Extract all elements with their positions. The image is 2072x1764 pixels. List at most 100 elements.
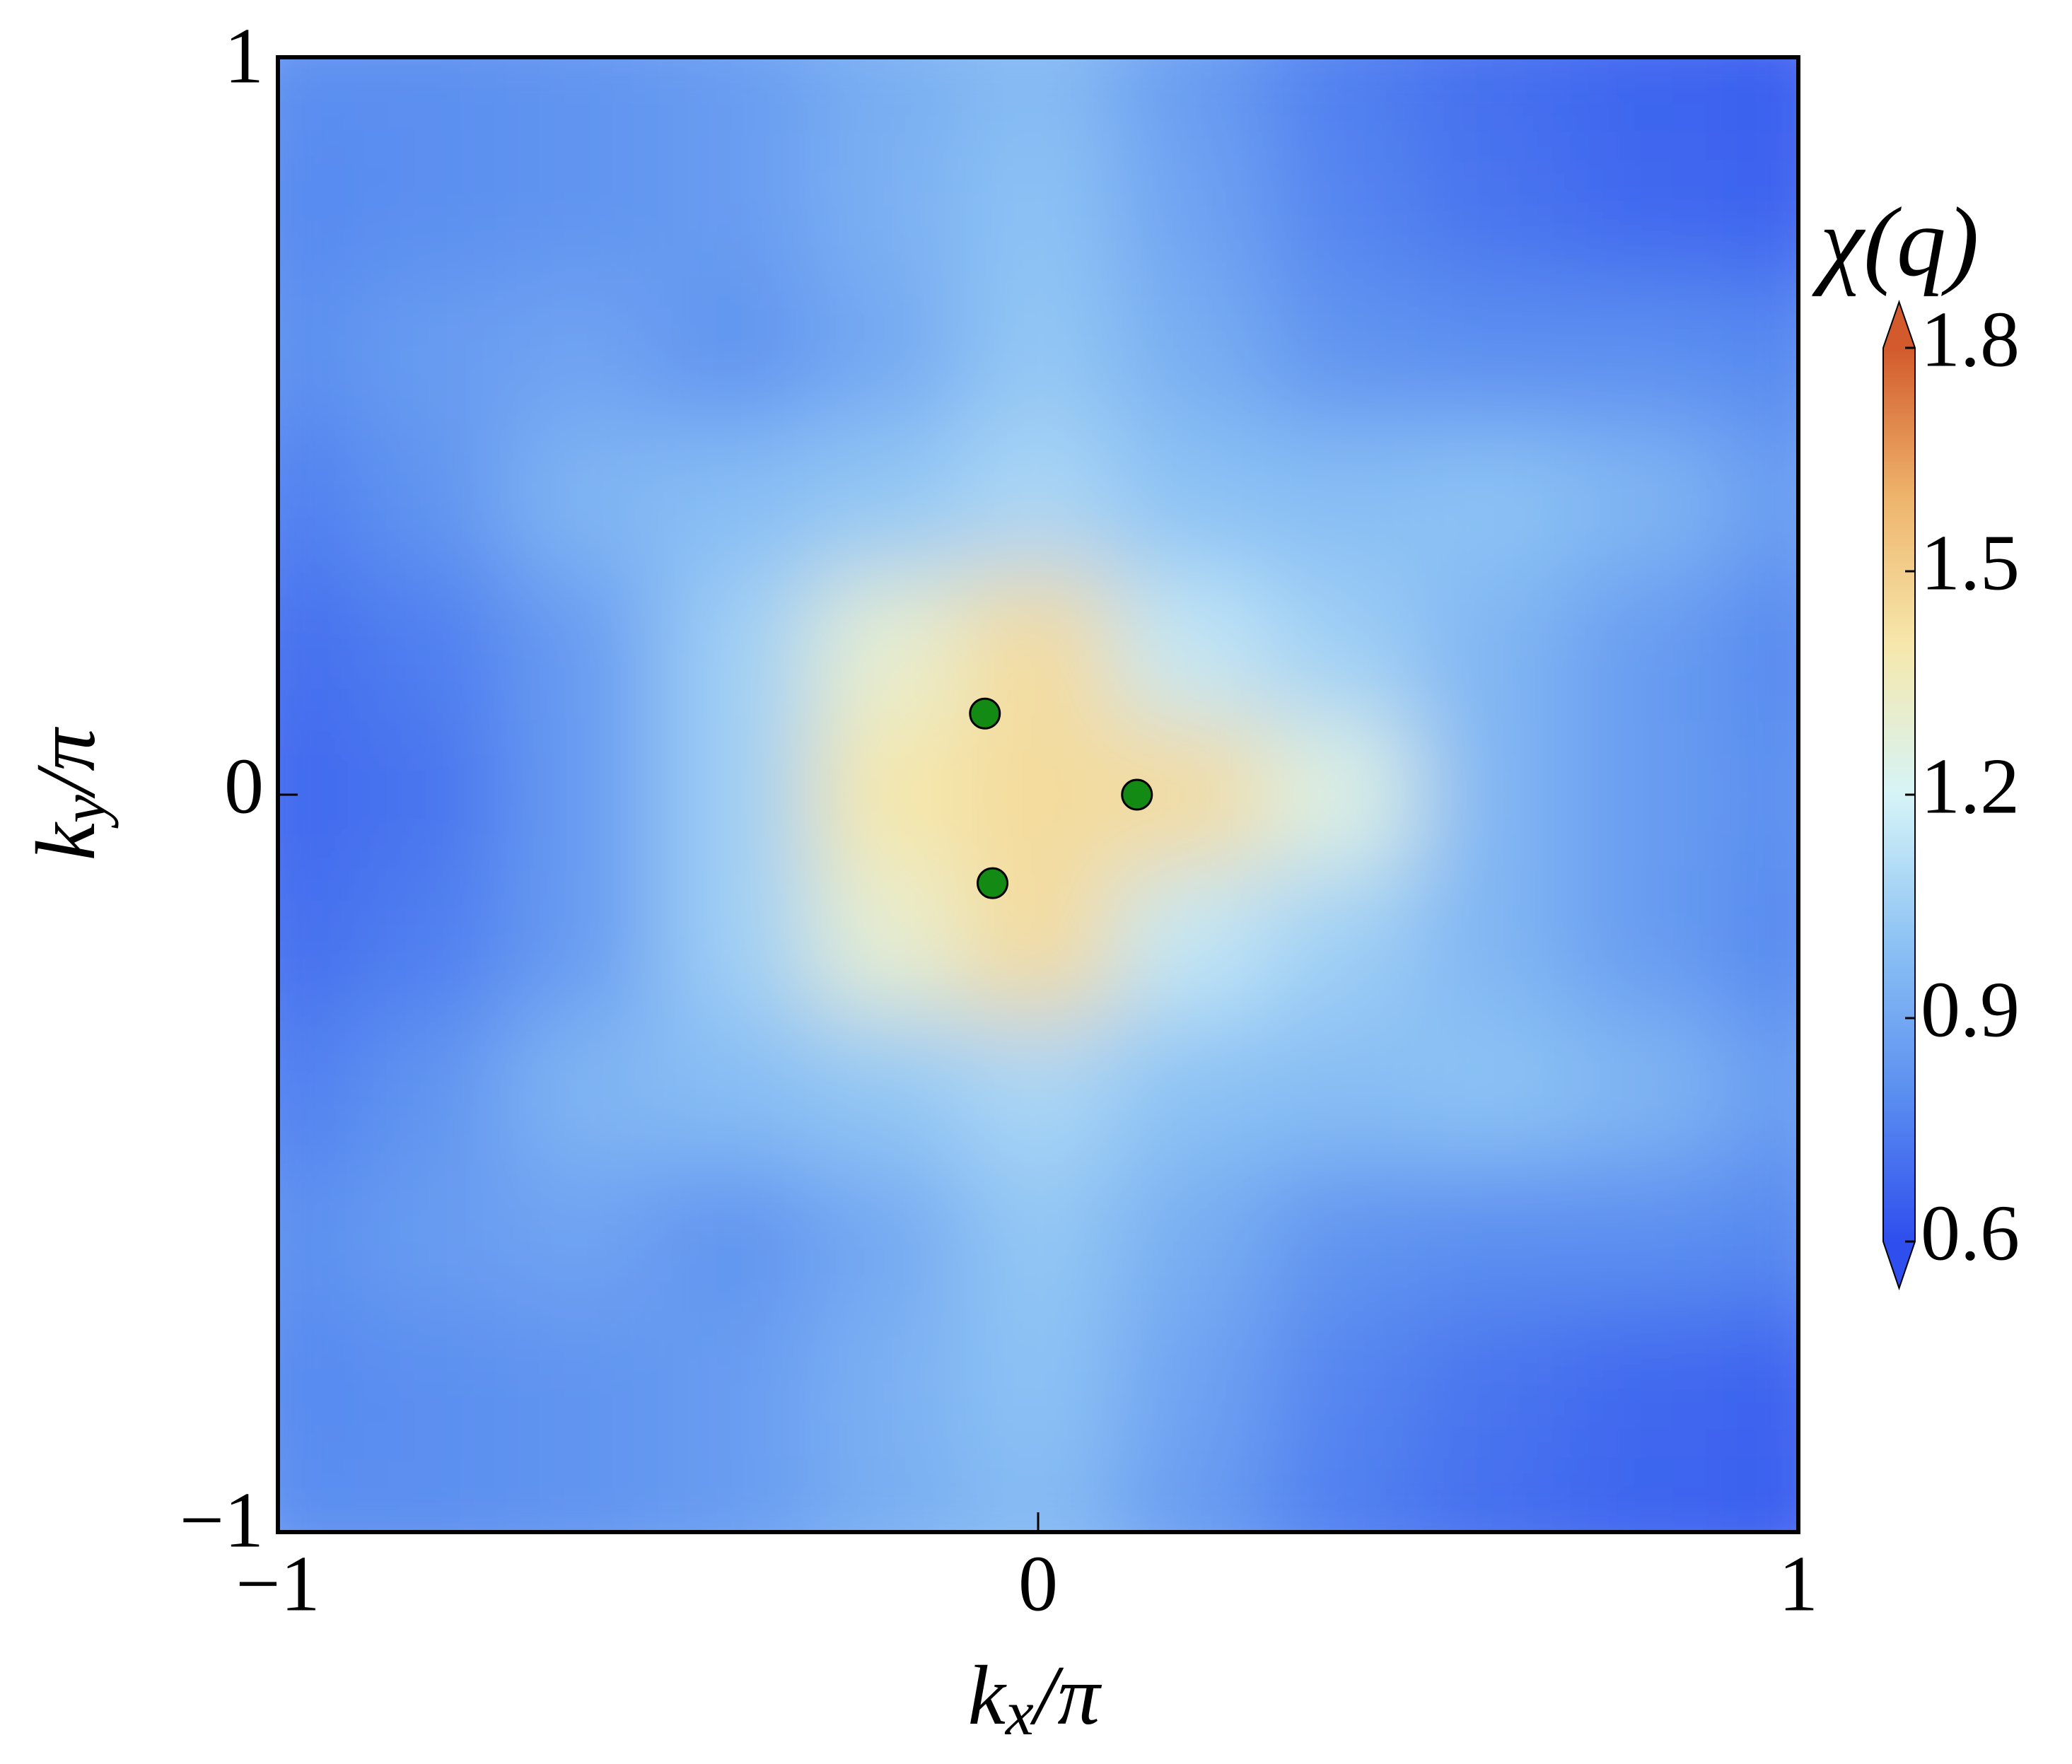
point (977, 867, 1008, 899)
x-tick-label: 1 (1779, 1541, 1818, 1628)
heat-cell (658, 1163, 811, 1312)
heat-cell (1418, 720, 1571, 870)
heat-cell (1722, 278, 1798, 427)
heat-cell (810, 720, 963, 870)
heatmap (278, 57, 1798, 1532)
heat-cell (810, 868, 963, 1017)
heat-cell (506, 573, 659, 722)
heat-cell (1722, 57, 1798, 132)
x-tick-label: −1 (235, 1541, 320, 1628)
heat-cell (658, 57, 811, 132)
colorbar-tick-label: 0.9 (1921, 966, 2020, 1054)
heat-cell (1114, 1311, 1267, 1459)
colorbar-label: χ(q) (1812, 187, 1979, 297)
heat-cell (1266, 278, 1419, 427)
heat-cell (1722, 1163, 1798, 1312)
heat-cell (1570, 1015, 1723, 1164)
heat-cell (1418, 1015, 1571, 1164)
point (1121, 778, 1153, 811)
heat-cell (1570, 426, 1723, 575)
point (969, 697, 1001, 730)
heat-cell (278, 573, 355, 722)
heat-cell (278, 1458, 355, 1532)
heat-cell (810, 1458, 963, 1532)
heat-cell (810, 131, 963, 279)
heat-cell (1418, 426, 1571, 575)
heat-cell (506, 426, 659, 575)
colorbar-tick-label: 1.2 (1921, 743, 2020, 831)
heat-cell (658, 1458, 811, 1532)
heat-cell (1570, 1458, 1723, 1532)
heat-cell (1722, 1311, 1798, 1459)
heat-cell (354, 57, 507, 132)
heat-cell (810, 1311, 963, 1459)
heat-cell (354, 1458, 507, 1532)
heat-cell (658, 131, 811, 279)
heat-cell (278, 278, 355, 427)
heat-cell (962, 131, 1115, 279)
heat-cell (1114, 1458, 1267, 1532)
colorbar-tick-label: 1.8 (1921, 296, 2020, 384)
heat-cell (1570, 720, 1723, 870)
heat-cell (1722, 131, 1798, 279)
heat-cell (1418, 1311, 1571, 1459)
heat-cell (658, 573, 811, 722)
heat-cell (1722, 1458, 1798, 1532)
heat-cell (354, 426, 507, 575)
heat-cell (1418, 131, 1571, 279)
heat-cell (354, 868, 507, 1017)
heat-cell (1114, 1163, 1267, 1312)
heat-cell (278, 57, 355, 132)
y-axis-label: ky/π (18, 727, 120, 861)
heat-cell (1266, 1163, 1419, 1312)
heat-cell (506, 1311, 659, 1459)
heat-cell (1114, 1015, 1267, 1164)
heat-cell (1114, 573, 1267, 722)
heat-cell (1418, 868, 1571, 1017)
heat-cell (354, 1015, 507, 1164)
heat-cell (962, 1311, 1115, 1459)
heat-cell (962, 426, 1115, 575)
y-tick-label: 1 (224, 13, 264, 100)
x-tick-label: 0 (1018, 1541, 1058, 1628)
heat-cell (1418, 573, 1571, 722)
heat-cell (1722, 1015, 1798, 1164)
heat-cell (962, 1015, 1115, 1164)
heat-cell (810, 57, 963, 132)
heat-cell (506, 278, 659, 427)
heat-cell (1722, 573, 1798, 722)
heat-cell (1114, 868, 1267, 1017)
colorbar-extend-top (1883, 302, 1915, 348)
heat-cell (658, 720, 811, 870)
heat-cell (962, 720, 1115, 870)
heat-cell (1722, 868, 1798, 1017)
heat-cell (1266, 57, 1419, 132)
heat-cell (278, 1163, 355, 1312)
heat-cell (506, 1163, 659, 1312)
heat-cell (962, 1163, 1115, 1312)
heat-cell (962, 573, 1115, 722)
heat-cell (658, 1015, 811, 1164)
heat-cell (810, 573, 963, 722)
heat-cell (1266, 1458, 1419, 1532)
y-tick-label: −1 (180, 1477, 264, 1565)
heat-cell (1266, 1311, 1419, 1459)
heat-cell (1266, 131, 1419, 279)
heat-cell (658, 868, 811, 1017)
colorbar-tick-label: 0.6 (1921, 1190, 2020, 1278)
colorbar-extend-bottom (1883, 1242, 1915, 1288)
heat-cell (1570, 1311, 1723, 1459)
heat-cell (354, 1163, 507, 1312)
heat-cell (810, 1015, 963, 1164)
heat-cell (1266, 720, 1419, 870)
heat-cell (1418, 57, 1571, 132)
heat-cell (354, 278, 507, 427)
heat-cell (1266, 426, 1419, 575)
heat-cell (1722, 720, 1798, 870)
heat-cell (354, 573, 507, 722)
heat-cell (810, 426, 963, 575)
heat-cell (1418, 278, 1571, 427)
heat-cell (1722, 426, 1798, 575)
colorbar-tick-label: 1.5 (1921, 520, 2020, 607)
